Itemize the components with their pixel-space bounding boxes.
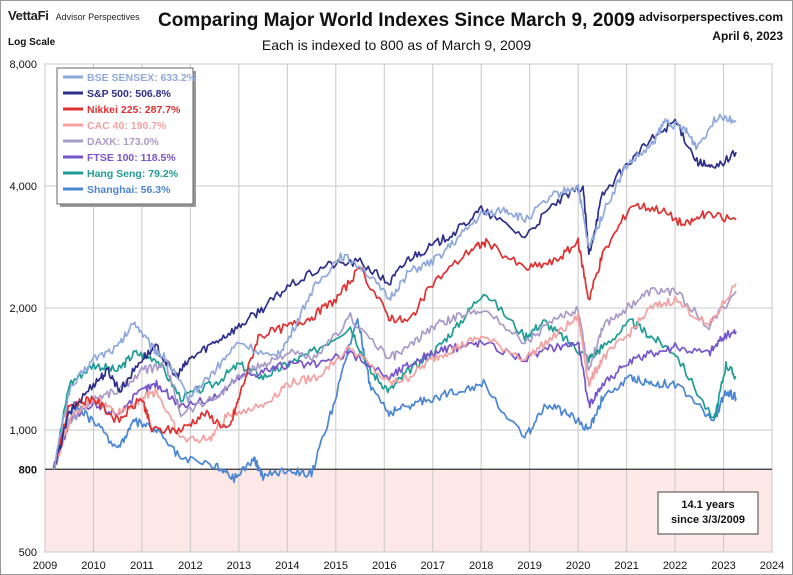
series-line-1: [52, 118, 737, 470]
legend-entry-0: BSE SENSEX: 633.2%: [87, 72, 197, 84]
note-line-0: 14.1 years: [681, 499, 734, 511]
x-tick-2017: 2017: [420, 560, 444, 572]
legend-entry-2: Nikkei 225: 287.7%: [87, 104, 181, 116]
x-tick-2020: 2020: [566, 560, 590, 572]
series-line-2: [52, 202, 737, 470]
y-tick-500: 500: [19, 547, 37, 559]
series-line-3: [52, 282, 737, 470]
x-tick-2023: 2023: [711, 560, 735, 572]
x-tick-labels: 2009 2010 2011 2012 2013 2014 2015 2016 2017 2018…: [33, 560, 784, 572]
series-lines: [52, 113, 737, 484]
x-tick-2009: 2009: [33, 560, 57, 572]
brand-name: VettaFi: [8, 8, 49, 23]
x-tick-2022: 2022: [663, 560, 687, 572]
x-tick-2011: 2011: [130, 560, 154, 572]
brand-logo: VettaFi Advisor Perspectives: [8, 8, 140, 23]
chart-date: April 6, 2023: [712, 29, 783, 43]
y-tick-2,000: 2,000: [9, 303, 37, 315]
y-tick-1,000: 1,000: [9, 425, 37, 437]
chart-subtitle: Each is indexed to 800 as of March 9, 20…: [261, 37, 532, 53]
y-tick-8,000: 8,000: [9, 59, 37, 71]
note-line-1: since 3/3/2009: [671, 514, 745, 526]
y-tick-4,000: 4,000: [9, 181, 37, 193]
duration-note: 14.1 years since 3/3/2009: [657, 491, 759, 535]
x-tick-2012: 2012: [178, 560, 202, 572]
x-tick-2019: 2019: [517, 560, 541, 572]
below-baseline-shade: [45, 469, 772, 552]
x-tick-2024: 2024: [760, 560, 784, 572]
site-url: advisorperspectives.com: [638, 10, 783, 24]
legend-entry-7: Shanghai: 56.3%: [87, 184, 171, 196]
brand-sub: Advisor Perspectives: [55, 12, 140, 22]
x-tick-2013: 2013: [227, 560, 251, 572]
legend-entry-1: S&P 500: 506.8%: [87, 88, 172, 100]
x-tick-2010: 2010: [81, 560, 105, 572]
series-line-0: [52, 113, 737, 470]
series-line-7: [52, 317, 737, 484]
legend-box: [56, 67, 194, 205]
chart-title: Comparing Major World Indexes Since Marc…: [158, 10, 635, 31]
x-tick-2016: 2016: [372, 560, 396, 572]
x-tick-2021: 2021: [614, 560, 638, 572]
legend-entry-6: Hang Seng: 79.2%: [87, 168, 179, 180]
note-box: [657, 491, 759, 535]
legend-entry-5: FTSE 100: 118.5%: [87, 152, 176, 164]
y-tick-800: 800: [19, 464, 37, 476]
legend: BSE SENSEX: 633.2% S&P 500: 506.8% Nikkei …: [56, 67, 197, 207]
series-line-5: [53, 328, 737, 470]
y-axis-label: Log Scale: [8, 37, 56, 48]
x-tick-2018: 2018: [469, 560, 493, 572]
legend-entry-3: CAC 40: 190.7%: [87, 120, 167, 132]
x-tick-2015: 2015: [324, 560, 348, 572]
series-line-4: [52, 286, 737, 470]
legend-entry-4: DAXK: 173.0%: [87, 136, 159, 148]
y-tick-labels: 500 800 1,000 2,000 4,000 8,000: [9, 59, 37, 559]
x-tick-2014: 2014: [275, 560, 299, 572]
site-info: advisorperspectives.com April 6, 2023: [639, 8, 783, 46]
